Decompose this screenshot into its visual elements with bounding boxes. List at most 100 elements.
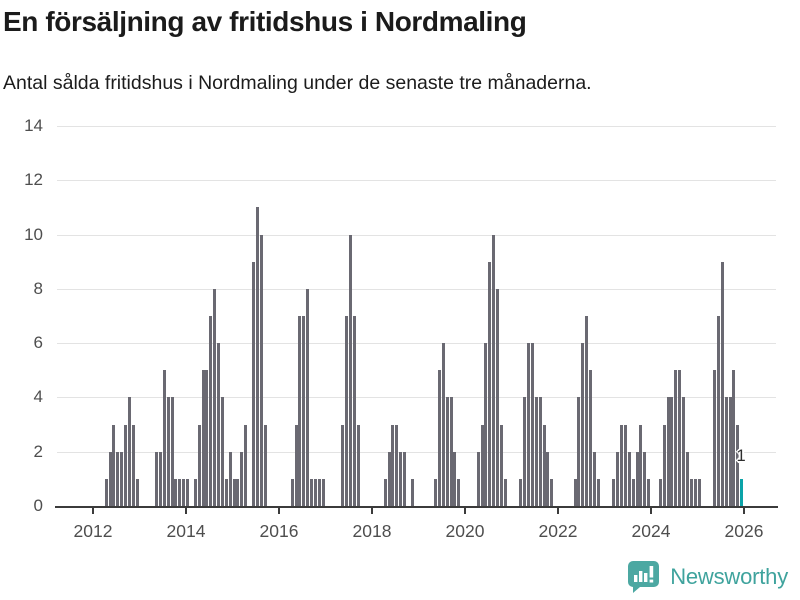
bar xyxy=(713,370,717,506)
bar xyxy=(313,478,317,506)
bar xyxy=(453,451,457,506)
bar xyxy=(538,397,542,506)
bar xyxy=(112,424,116,506)
bar xyxy=(732,370,736,506)
bar xyxy=(298,316,302,506)
bar xyxy=(503,478,507,506)
bar xyxy=(383,478,387,506)
bar xyxy=(670,397,674,506)
bar xyxy=(410,478,414,506)
newsworthy-logo-icon xyxy=(628,561,660,593)
bar xyxy=(635,451,639,506)
brand-footer[interactable]: Newsworthy xyxy=(626,559,788,594)
bar xyxy=(457,478,461,506)
bar xyxy=(217,343,221,506)
x-axis-label: 2016 xyxy=(259,521,299,541)
x-axis-label: 2024 xyxy=(631,521,671,541)
bar xyxy=(577,397,581,506)
x-axis-tick xyxy=(278,508,280,514)
bar xyxy=(693,478,697,506)
bar xyxy=(213,288,217,506)
bar xyxy=(255,207,259,506)
gridline xyxy=(57,288,776,290)
x-axis-label: 2026 xyxy=(724,521,764,541)
bar xyxy=(674,370,678,506)
bar xyxy=(530,343,534,506)
bar xyxy=(724,397,728,506)
bar xyxy=(193,478,197,506)
bar xyxy=(251,261,255,506)
brand-name: Newsworthy xyxy=(670,563,788,589)
bar xyxy=(290,478,294,506)
y-axis-label: 2 xyxy=(33,441,43,461)
bar xyxy=(592,451,596,506)
gridline xyxy=(57,451,776,453)
bar xyxy=(197,424,201,506)
y-axis-label: 0 xyxy=(33,496,43,515)
bar xyxy=(546,451,550,506)
x-axis-tick xyxy=(650,508,652,514)
highlight-bar xyxy=(740,478,744,506)
bar xyxy=(403,451,407,506)
bar xyxy=(616,451,620,506)
bar xyxy=(697,478,701,506)
bar xyxy=(476,451,480,506)
bar xyxy=(387,451,391,506)
bar xyxy=(441,343,445,506)
bar xyxy=(344,316,348,506)
y-axis-label: 8 xyxy=(33,278,43,298)
bar xyxy=(205,370,209,506)
bar xyxy=(259,234,263,506)
y-axis-label: 4 xyxy=(33,387,43,407)
bar xyxy=(317,478,321,506)
gridline xyxy=(57,234,776,236)
bar xyxy=(120,451,124,506)
x-axis-label: 2012 xyxy=(73,521,113,541)
bar xyxy=(356,424,360,506)
chart-title: En försäljning av fritidshus i Nordmalin… xyxy=(3,6,527,37)
bar xyxy=(155,451,159,506)
bar xyxy=(666,397,670,506)
bar xyxy=(534,397,538,506)
bar xyxy=(445,397,449,506)
bar xyxy=(310,478,314,506)
bar xyxy=(321,478,325,506)
bar xyxy=(341,424,345,506)
bar xyxy=(399,451,403,506)
bar xyxy=(437,370,441,506)
bar xyxy=(720,261,724,506)
bar xyxy=(201,370,205,506)
bar xyxy=(620,424,624,506)
latest-value-label: 1 xyxy=(736,446,746,465)
x-axis-tick xyxy=(185,508,187,514)
y-axis-label: 10 xyxy=(24,224,43,244)
bar xyxy=(224,478,228,506)
x-axis-line xyxy=(55,506,778,508)
gridline xyxy=(57,397,776,399)
bar xyxy=(182,478,186,506)
bar xyxy=(484,343,488,506)
bar xyxy=(178,478,182,506)
bar xyxy=(573,478,577,506)
bar xyxy=(170,397,174,506)
bar xyxy=(643,451,647,506)
bar xyxy=(131,424,135,506)
plot-area: 0 2 4 6 8 10 12 14 2012 2014 2016 2018 2020 2022 2024 2… xyxy=(24,117,778,541)
bar xyxy=(639,424,643,506)
bar xyxy=(596,478,600,506)
x-axis-tick xyxy=(464,508,466,514)
bar xyxy=(631,478,635,506)
bar xyxy=(647,478,651,506)
bar xyxy=(116,451,120,506)
bar xyxy=(135,478,139,506)
bar xyxy=(348,234,352,506)
bar xyxy=(623,424,627,506)
bar xyxy=(581,343,585,506)
bar xyxy=(240,451,244,506)
bar xyxy=(232,478,236,506)
y-axis-label: 14 xyxy=(24,116,43,135)
bar xyxy=(492,234,496,506)
x-axis-label: 2018 xyxy=(352,521,392,541)
chart-subtitle: Antal sålda fritidshus i Nordmaling unde… xyxy=(3,72,592,94)
bar xyxy=(158,451,162,506)
